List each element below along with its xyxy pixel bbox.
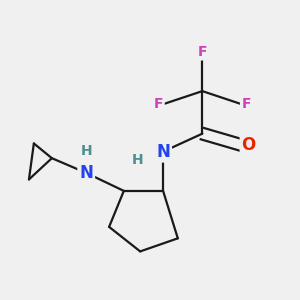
Text: O: O bbox=[242, 136, 256, 154]
Text: N: N bbox=[79, 164, 93, 182]
Text: F: F bbox=[154, 97, 163, 111]
Text: H: H bbox=[132, 154, 143, 167]
Text: F: F bbox=[198, 45, 207, 59]
Text: N: N bbox=[156, 142, 170, 160]
Text: F: F bbox=[242, 97, 251, 111]
Text: H: H bbox=[80, 144, 92, 158]
